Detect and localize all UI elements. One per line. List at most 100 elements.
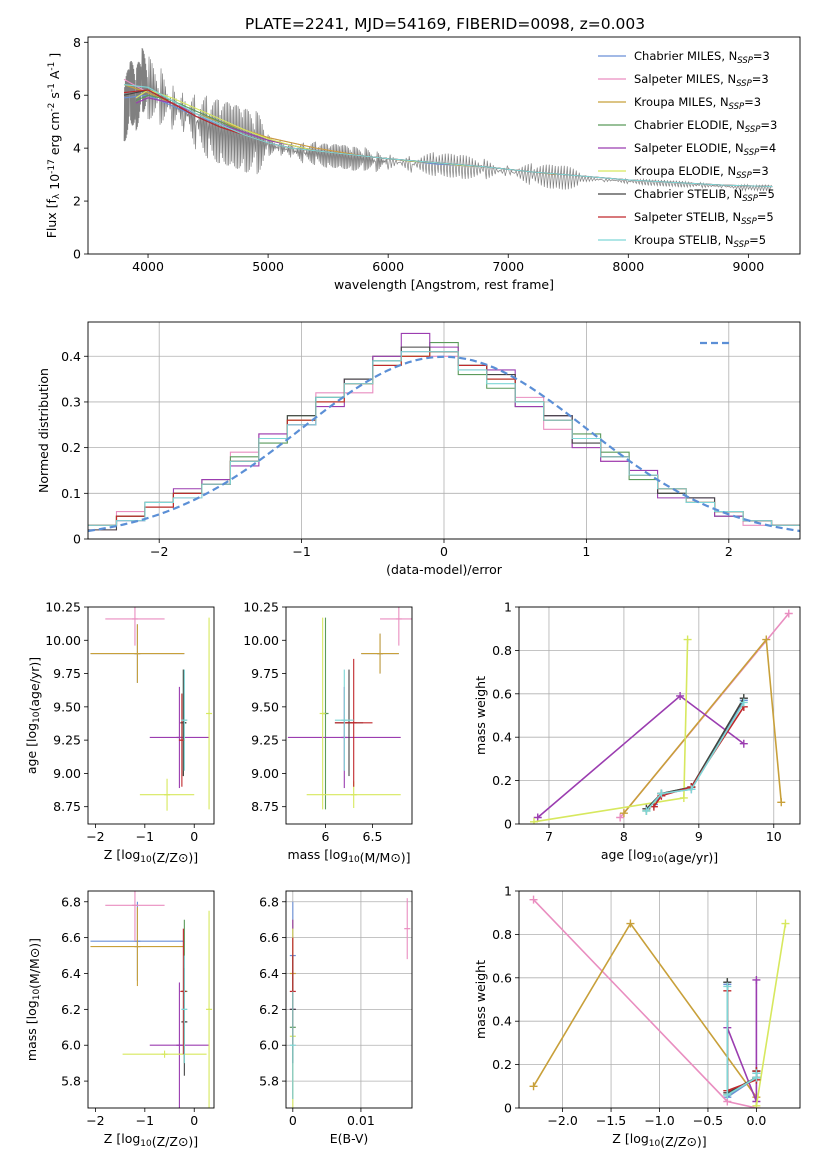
x-tick-label: 4000 <box>132 259 164 274</box>
x-tick-label: 0 <box>289 1113 297 1128</box>
y-tick-label: 8 <box>73 35 81 50</box>
y-tick-label: 0 <box>504 817 512 832</box>
y-axis-label: mass [log10(M/M⊙)] <box>24 938 42 1061</box>
y-tick-label: 0.8 <box>492 927 512 942</box>
x-tick-label: −2 <box>86 1113 104 1128</box>
x-axis-label: age [log10(age/yr)] <box>601 847 718 865</box>
y-tick-label: 6.8 <box>61 894 81 909</box>
y-tick-label: 0.6 <box>492 970 512 985</box>
weight-marker <box>739 698 748 707</box>
x-axis-label: mass [log10(M/M⊙)] <box>287 847 410 865</box>
y-tick-label: 9.50 <box>251 699 279 714</box>
legend-entry: Salpeter MILES, NSSP=3 <box>634 72 769 89</box>
weight-line-2 <box>623 637 783 814</box>
y-tick-label: 0.4 <box>492 1014 512 1029</box>
plot-area <box>88 332 800 533</box>
y-tick-label: 6.6 <box>61 930 81 945</box>
y-tick-label: 0.2 <box>492 773 512 788</box>
y-tick-label: 10.25 <box>45 600 81 615</box>
x-tick-label: 0 <box>190 1113 198 1128</box>
weight-marker <box>777 798 786 807</box>
y-axis-label: age [log10(age/yr)] <box>24 657 42 774</box>
weight-marker <box>752 1101 761 1108</box>
x-tick-label: −2 <box>86 829 104 844</box>
y-tick-label: 0.4 <box>492 730 512 745</box>
x-tick-label: −1.0 <box>644 1113 674 1128</box>
legend-entry: Chabrier STELIB, NSSP=5 <box>634 187 775 204</box>
weight-marker <box>657 789 666 798</box>
y-tick-label: 6.2 <box>61 1002 81 1017</box>
y-tick-label: 1 <box>504 600 512 615</box>
axes-frame <box>87 36 801 255</box>
chart-layer: 4000 5000 6000 7000 8000 900002468wavelength … <box>24 35 801 1149</box>
weight-marker <box>723 982 732 991</box>
x-tick-label: 7000 <box>492 259 524 274</box>
weight-marker <box>784 609 793 618</box>
weight-marker <box>529 1082 538 1091</box>
weight-line-5 <box>755 923 787 1106</box>
weight-marker <box>687 785 696 794</box>
y-tick-label: 9.75 <box>53 666 81 681</box>
weight-marker <box>533 813 542 822</box>
legend-entry: Kroupa STELIB, NSSP=5 <box>634 233 766 250</box>
figure-title: PLATE=2241, MJD=54169, FIBERID=0098, z=0… <box>245 15 645 33</box>
y-tick-label: 9.25 <box>251 733 279 748</box>
x-tick-label: −1 <box>292 544 310 559</box>
weight-line-2 <box>532 922 758 1098</box>
y-tick-label: 6.6 <box>259 930 279 945</box>
axes-frame <box>87 890 215 1109</box>
x-tick-label: 8000 <box>612 259 644 274</box>
axes-age-vs-Z: −2 −1 0 8.75 9.00 9.25 9.50 9.75 10.00 10.25 Z [lo… <box>24 600 215 865</box>
x-tick-label: 5000 <box>252 259 284 274</box>
x-tick-label: −0.5 <box>693 1113 723 1128</box>
y-tick-label: 0 <box>504 1101 512 1116</box>
x-tick-label: −1.5 <box>596 1113 626 1128</box>
weight-marker <box>739 739 748 748</box>
legend-entry: Salpeter ELODIE, NSSP=4 <box>634 141 776 158</box>
y-tick-label: 6.4 <box>259 966 279 981</box>
axes-frame <box>87 606 215 825</box>
x-tick-label: 9 <box>695 829 703 844</box>
plot-area <box>529 895 790 1108</box>
weight-marker <box>781 919 790 928</box>
legend-entry: Kroupa MILES, NSSP=3 <box>634 95 761 112</box>
gaussian-curve <box>88 355 800 533</box>
y-tick-label: 10.00 <box>243 633 279 648</box>
axes-mass-vs-ebv: 0 0.01 5.8 6.0 6.2 6.4 6.6 6.8 E(B-V) <box>259 890 413 1146</box>
axes-frame <box>87 321 801 540</box>
plot-area <box>287 607 412 810</box>
weight-marker <box>683 635 692 644</box>
axes-residuals: −2 −1 0 1 2 0 0.1 0.2 0.3 0.4 (data-model)/error No… <box>36 321 801 577</box>
x-tick-label: 9000 <box>732 259 764 274</box>
x-axis-label: (data-model)/error <box>386 562 503 577</box>
y-tick-label: 9.00 <box>251 766 279 781</box>
y-tick-label: 1 <box>504 884 512 899</box>
x-tick-label: 8 <box>620 829 628 844</box>
plot-area <box>90 607 213 811</box>
y-tick-label: 6.4 <box>61 966 81 981</box>
weight-marker <box>529 895 538 904</box>
y-axis-label: Normed distribution <box>36 368 51 493</box>
y-tick-label: 0 <box>73 532 81 547</box>
axes-frame <box>285 890 413 1109</box>
x-tick-label: 7 <box>545 829 553 844</box>
y-tick-label: 6.8 <box>259 894 279 909</box>
weight-marker <box>642 806 651 815</box>
histogram-8 <box>88 351 800 526</box>
y-tick-label: 6.0 <box>259 1038 279 1053</box>
x-axis-label: Z [log10(Z/Z⊙)] <box>612 1131 706 1149</box>
x-tick-label: 6 <box>322 829 330 844</box>
legend-entry: Kroupa ELODIE, NSSP=3 <box>634 164 769 181</box>
weight-marker <box>676 691 685 700</box>
y-tick-label: 9.00 <box>53 766 81 781</box>
y-tick-label: 0.1 <box>61 486 81 501</box>
y-tick-label: 5.8 <box>259 1074 279 1089</box>
y-tick-label: 0.8 <box>492 643 512 658</box>
y-tick-label: 4 <box>73 141 81 156</box>
y-tick-label: 6.2 <box>259 1002 279 1017</box>
weight-marker <box>762 635 771 644</box>
legend-entry: Salpeter STELIB, NSSP=5 <box>634 210 774 227</box>
legend-entry: Chabrier ELODIE, NSSP=3 <box>634 118 777 135</box>
y-tick-label: 0.3 <box>61 394 81 409</box>
weight-line-1 <box>532 899 757 1108</box>
